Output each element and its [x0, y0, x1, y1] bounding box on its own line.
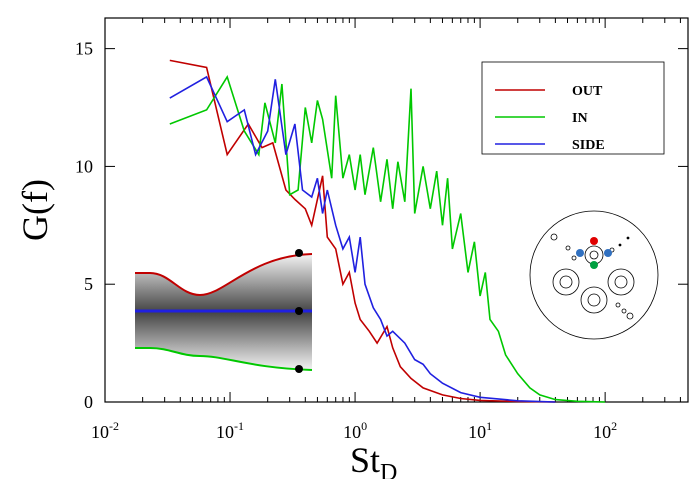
y-axis-label: G(f) — [15, 179, 55, 241]
legend-label: SIDE — [572, 138, 605, 153]
series-line — [169, 75, 606, 403]
plot-frame — [104, 17, 689, 403]
x-axis-label-main: St — [350, 440, 380, 479]
x-tick-label: 10-2 — [91, 419, 119, 442]
series-line — [169, 75, 556, 403]
legend-label: IN — [572, 111, 588, 126]
x-tick-label: 100 — [343, 419, 367, 442]
nozzle-inset — [135, 249, 313, 373]
x-axis-label: StD — [350, 440, 397, 479]
legend-label: OUT — [572, 84, 603, 99]
y-tick-label: 10 — [75, 156, 93, 176]
x-tick-label: 10-1 — [216, 419, 244, 442]
nozzle-layout-inset — [529, 210, 659, 340]
series-line — [169, 59, 556, 403]
x-axis-label-subscript: D — [380, 460, 397, 479]
x-tick-label: 101 — [468, 419, 492, 442]
y-tick-label: 5 — [84, 274, 93, 294]
y-tick-label: 15 — [75, 39, 93, 59]
legend-box — [481, 61, 665, 155]
y-tick-label: 0 — [84, 392, 93, 412]
x-tick-label: 102 — [593, 419, 617, 442]
